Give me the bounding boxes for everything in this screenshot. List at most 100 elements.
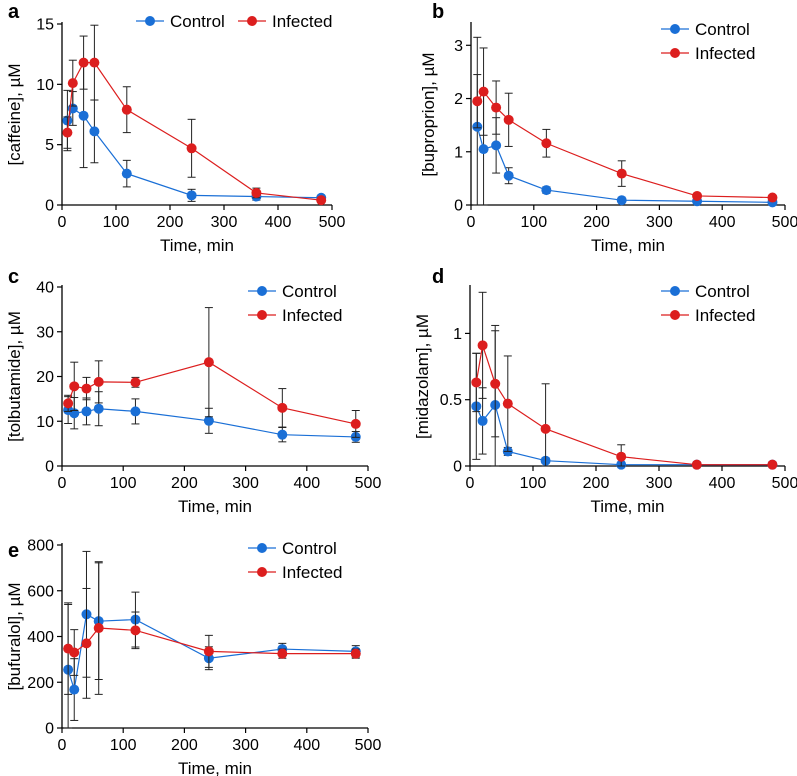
- y-tick-label: 10: [36, 414, 54, 431]
- data-point: [472, 96, 483, 107]
- y-tick-label: 0: [45, 459, 54, 476]
- legend-label: Control: [282, 282, 337, 301]
- legend-marker: [670, 24, 680, 34]
- x-tick-label: 500: [772, 214, 797, 231]
- x-tick-label: 300: [232, 475, 259, 492]
- data-point: [81, 383, 92, 394]
- y-tick-label: 20: [36, 369, 54, 386]
- x-tick-label: 300: [646, 214, 673, 231]
- legend-marker: [145, 16, 155, 26]
- y-tick-label: 15: [36, 17, 54, 34]
- data-point: [541, 138, 552, 149]
- data-point: [203, 357, 214, 368]
- panel-letter: b: [432, 1, 444, 23]
- y-tick-label: 0.5: [440, 392, 462, 409]
- x-tick-label: 0: [58, 737, 67, 754]
- y-axis-title: [caffeine], µM: [5, 63, 24, 165]
- data-point: [490, 378, 501, 389]
- series-infected: [62, 24, 327, 206]
- x-tick-label: 200: [583, 214, 610, 231]
- x-tick-label: 500: [355, 475, 382, 492]
- data-point: [121, 104, 132, 115]
- y-tick-label: 40: [36, 280, 54, 297]
- panel-a: a 0 100 200 300 400 500 0 5 10 15 Time, min [caffein…: [5, 1, 345, 255]
- y-tick-label: 0: [454, 198, 463, 215]
- legend: Control Infected: [248, 282, 343, 325]
- data-point: [93, 623, 104, 634]
- data-point: [616, 168, 627, 179]
- data-point: [767, 459, 778, 470]
- legend-label: Control: [695, 20, 750, 39]
- data-point: [78, 110, 89, 121]
- data-point: [477, 415, 488, 426]
- y-tick-label: 2: [454, 91, 463, 108]
- data-point: [121, 168, 132, 179]
- data-point: [491, 102, 502, 113]
- series-infected: [471, 291, 778, 470]
- legend-label: Control: [170, 12, 225, 31]
- data-point: [78, 57, 89, 68]
- y-tick-label: 0: [45, 198, 54, 215]
- data-point: [251, 187, 262, 198]
- series-infected: [63, 561, 361, 699]
- data-point: [69, 647, 80, 658]
- legend-marker: [670, 48, 680, 58]
- series-line: [476, 126, 773, 203]
- series-line: [67, 613, 356, 690]
- x-tick-label: 100: [520, 214, 547, 231]
- legend-marker: [670, 310, 680, 320]
- y-axis-title: [tolbutamide], µM: [5, 311, 24, 442]
- data-point: [691, 459, 702, 470]
- data-point: [767, 192, 778, 203]
- y-tick-label: 0: [453, 459, 462, 476]
- data-point: [93, 403, 104, 414]
- legend-marker: [257, 286, 267, 296]
- x-tick-label: 500: [772, 475, 797, 492]
- data-point: [130, 377, 141, 388]
- data-point: [69, 381, 80, 392]
- y-tick-label: 1: [454, 144, 463, 161]
- x-tick-label: 0: [466, 475, 475, 492]
- data-point: [186, 143, 197, 154]
- y-tick-label: 200: [27, 675, 54, 692]
- x-tick-label: 200: [583, 475, 610, 492]
- legend-marker: [247, 16, 257, 26]
- x-tick-label: 100: [520, 475, 547, 492]
- data-point: [350, 648, 361, 659]
- x-tick-label: 300: [646, 475, 673, 492]
- data-point: [477, 340, 488, 351]
- data-point: [277, 648, 288, 659]
- x-tick-label: 100: [110, 737, 137, 754]
- data-point: [203, 415, 214, 426]
- data-point: [67, 78, 78, 89]
- data-point: [316, 195, 327, 206]
- data-point: [203, 646, 214, 657]
- series-line: [67, 361, 356, 425]
- panel-c: c 0 100 200 300 400 500 0 10 20 30 40 Time, min [tolb…: [5, 266, 381, 516]
- x-tick-label: 300: [232, 737, 259, 754]
- panel-b: b 0 100 200 300 400 500 0 1 2 3 Time, min [buproprio…: [419, 1, 797, 255]
- legend-label: Infected: [272, 12, 333, 31]
- panel-e: e 0 100 200 300 400 500 0 200 400 600 800 Time, min […: [5, 538, 381, 776]
- series-line: [475, 345, 773, 466]
- data-point: [478, 144, 489, 155]
- series-control: [471, 324, 778, 470]
- data-point: [616, 451, 627, 462]
- data-point: [502, 398, 513, 409]
- legend-marker: [670, 286, 680, 296]
- y-tick-label: 3: [454, 38, 463, 55]
- legend-label: Control: [695, 282, 750, 301]
- panel-letter: c: [8, 266, 19, 288]
- data-point: [81, 638, 92, 649]
- series-line: [66, 107, 322, 199]
- legend-label: Infected: [695, 306, 756, 325]
- data-point: [616, 195, 627, 206]
- data-point: [89, 57, 100, 68]
- x-tick-label: 100: [103, 214, 130, 231]
- legend-marker: [257, 310, 267, 320]
- data-point: [63, 398, 74, 409]
- y-tick-label: 10: [36, 77, 54, 94]
- x-axis-title: Time, min: [591, 236, 665, 255]
- legend: Control Infected: [248, 539, 343, 582]
